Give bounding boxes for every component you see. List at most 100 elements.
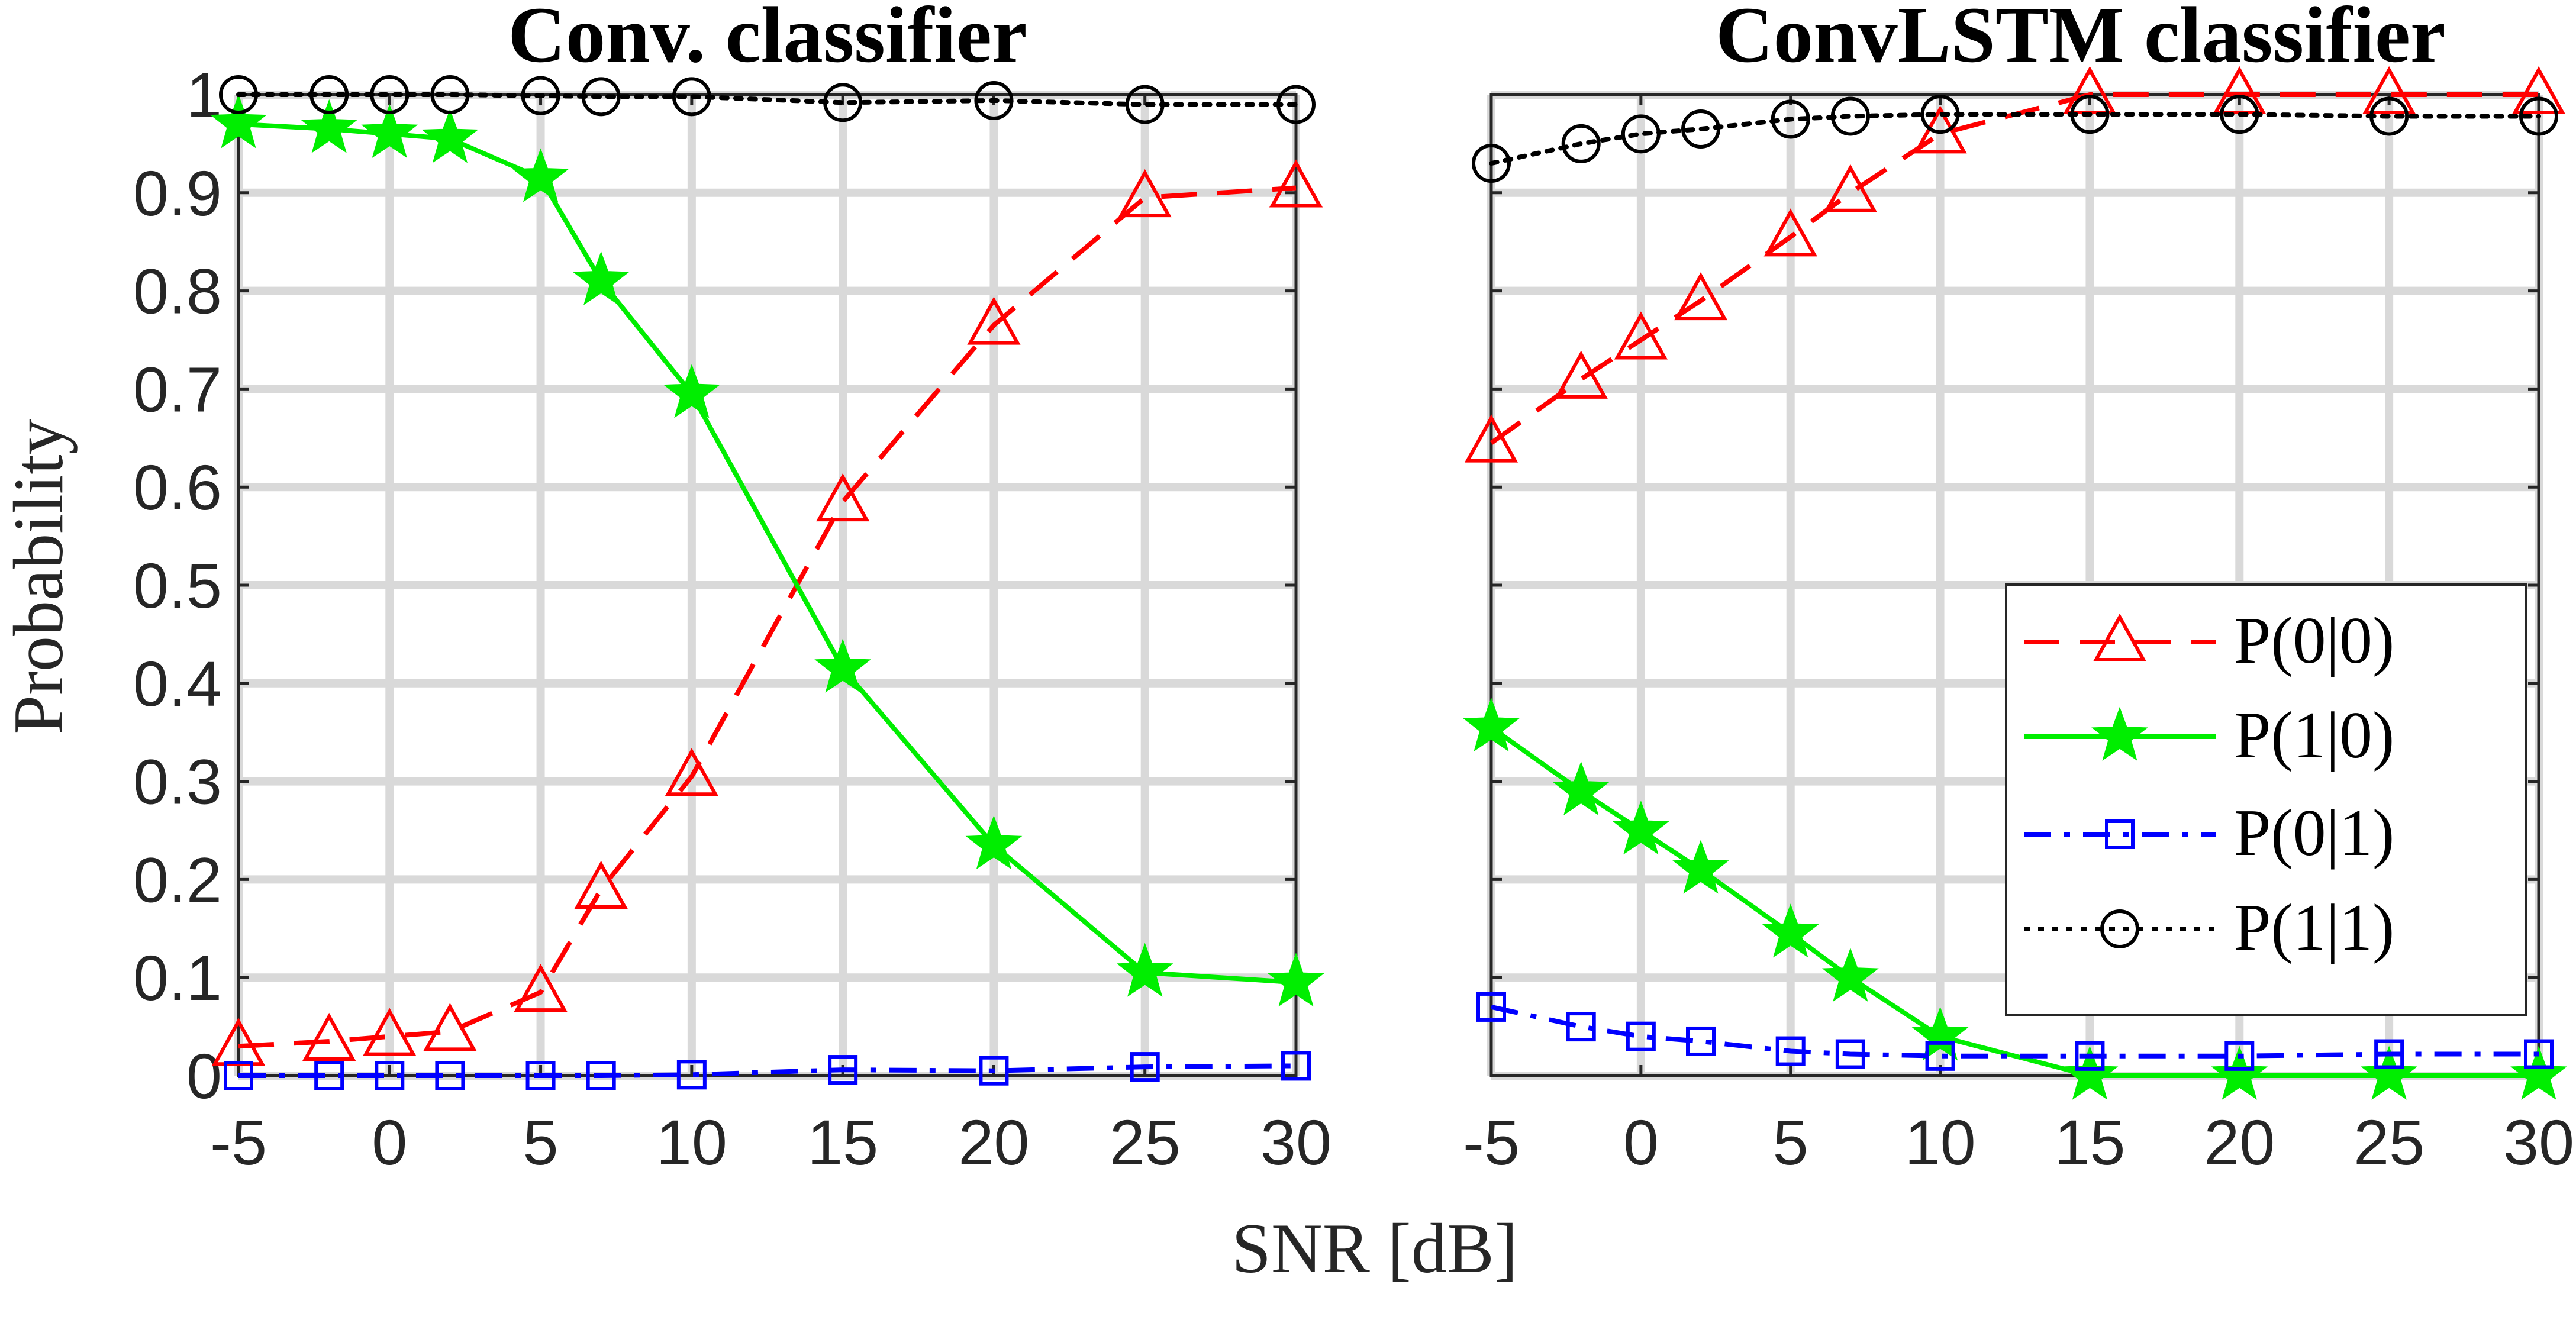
series-p10 xyxy=(210,94,1324,1007)
x-tick-label: 0 xyxy=(372,1106,407,1178)
data-point-p11 xyxy=(309,75,349,114)
x-tick-label: 10 xyxy=(1905,1106,1976,1178)
data-point-p00 xyxy=(1763,208,1817,257)
series-p11 xyxy=(1472,95,2558,183)
series-p00 xyxy=(1464,66,2566,463)
data-point-p10 xyxy=(1911,1006,1969,1061)
data-point-p01 xyxy=(1686,1026,1716,1056)
y-tick-label: 0.8 xyxy=(133,256,222,327)
data-point-p01 xyxy=(1566,1012,1596,1042)
data-point-p01 xyxy=(224,1061,253,1090)
data-point-p11 xyxy=(521,76,560,115)
x-tick-label: 5 xyxy=(1773,1106,1808,1178)
data-point-p10 xyxy=(301,99,358,153)
series-p01 xyxy=(224,1051,1311,1090)
data-point-p00 xyxy=(2362,66,2416,114)
data-point-p10 xyxy=(361,104,418,159)
x-axis-label: SNR [dB] xyxy=(1231,1209,1517,1287)
data-point-p01 xyxy=(375,1061,405,1090)
data-point-p00 xyxy=(665,748,718,796)
data-point-p10 xyxy=(512,148,569,202)
data-point-p00 xyxy=(514,963,568,1012)
x-tick-label: 25 xyxy=(2353,1106,2425,1178)
data-point-p10 xyxy=(1463,698,1520,752)
y-tick-label: 0.4 xyxy=(133,648,222,719)
data-point-p00 xyxy=(2511,66,2566,114)
x-tick-label: 15 xyxy=(2054,1106,2125,1178)
data-point-p00 xyxy=(1913,105,1967,154)
data-point-p00 xyxy=(574,860,628,909)
data-point-p00 xyxy=(967,296,1021,345)
data-point-p11 xyxy=(430,75,470,114)
y-tick-label: 0.1 xyxy=(133,942,222,1014)
data-point-p01 xyxy=(1281,1051,1311,1081)
x-tick-label: 0 xyxy=(1623,1106,1659,1178)
series-p01 xyxy=(1476,992,2554,1071)
data-point-p01 xyxy=(828,1055,858,1085)
data-point-p00 xyxy=(1118,169,1172,218)
y-axis-label: Probability xyxy=(0,419,78,734)
data-point-p01 xyxy=(1775,1036,1806,1066)
data-point-p00 xyxy=(1464,414,1518,463)
data-point-p01 xyxy=(1476,992,1506,1022)
data-point-p10 xyxy=(421,109,479,163)
y-tick-label: 0.6 xyxy=(133,451,222,523)
data-point-p00 xyxy=(1554,350,1608,399)
data-point-p01 xyxy=(1925,1041,1955,1071)
legend-marker-p01 xyxy=(2105,819,2135,849)
data-point-p00 xyxy=(423,1003,477,1051)
y-tick-label: 0.2 xyxy=(133,844,222,915)
data-point-p01 xyxy=(676,1060,707,1090)
data-point-p10 xyxy=(663,364,720,418)
data-point-p11 xyxy=(581,77,621,117)
data-point-p10 xyxy=(1552,761,1610,815)
y-tick-label: 1 xyxy=(186,59,222,131)
x-tick-label: 10 xyxy=(656,1106,727,1178)
series-line-p11 xyxy=(1489,112,2541,166)
data-point-p00 xyxy=(302,1012,356,1061)
data-point-p01 xyxy=(314,1061,344,1090)
data-point-p01 xyxy=(2224,1041,2255,1071)
y-tick-label: 0.5 xyxy=(133,550,222,621)
data-point-p01 xyxy=(1130,1052,1160,1082)
data-point-p10 xyxy=(210,94,267,149)
data-point-p01 xyxy=(435,1061,465,1090)
data-point-p11 xyxy=(1276,85,1316,124)
data-point-p11 xyxy=(370,75,410,114)
data-point-p10 xyxy=(814,638,872,693)
data-point-p10 xyxy=(2061,1045,2119,1100)
legend-box xyxy=(2005,583,2527,1016)
data-point-p11 xyxy=(2220,95,2259,134)
legend-marker-p10 xyxy=(2091,706,2148,761)
series-line-p00 xyxy=(1489,92,2539,445)
x-tick-label: 5 xyxy=(523,1106,559,1178)
data-point-p01 xyxy=(2374,1039,2404,1069)
legend-marker-p00 xyxy=(2093,613,2147,661)
data-point-p11 xyxy=(1920,95,1960,134)
y-tick-label: 0.7 xyxy=(133,353,222,425)
legend-marker-p11 xyxy=(2100,909,2139,948)
data-point-p01 xyxy=(1835,1039,1865,1069)
series-line-p00 xyxy=(238,185,1297,1049)
data-point-p00 xyxy=(1674,272,1728,321)
legend-entry-p01: P(0|1) xyxy=(2234,796,2394,870)
legend-entry-p00: P(0|0) xyxy=(2234,604,2394,677)
data-point-p11 xyxy=(1472,144,1511,183)
data-point-p00 xyxy=(363,1008,417,1056)
data-point-p11 xyxy=(1681,109,1720,149)
data-point-p11 xyxy=(1621,114,1661,154)
data-point-p10 xyxy=(2211,1045,2268,1100)
data-point-p10 xyxy=(1821,947,1879,1002)
data-point-p10 xyxy=(1672,840,1729,894)
x-tick-label: -5 xyxy=(210,1106,267,1178)
data-point-p01 xyxy=(2075,1041,2105,1071)
data-point-p11 xyxy=(1771,99,1810,139)
data-point-p10 xyxy=(1268,953,1324,1007)
conv-classifier-title: Conv. classifier xyxy=(508,0,1027,79)
data-point-p01 xyxy=(586,1061,616,1090)
data-point-p10 xyxy=(1762,903,1819,958)
y-tick-label: 0.3 xyxy=(133,746,222,818)
series-p11 xyxy=(219,75,1316,124)
x-tick-label: -5 xyxy=(1463,1106,1520,1178)
